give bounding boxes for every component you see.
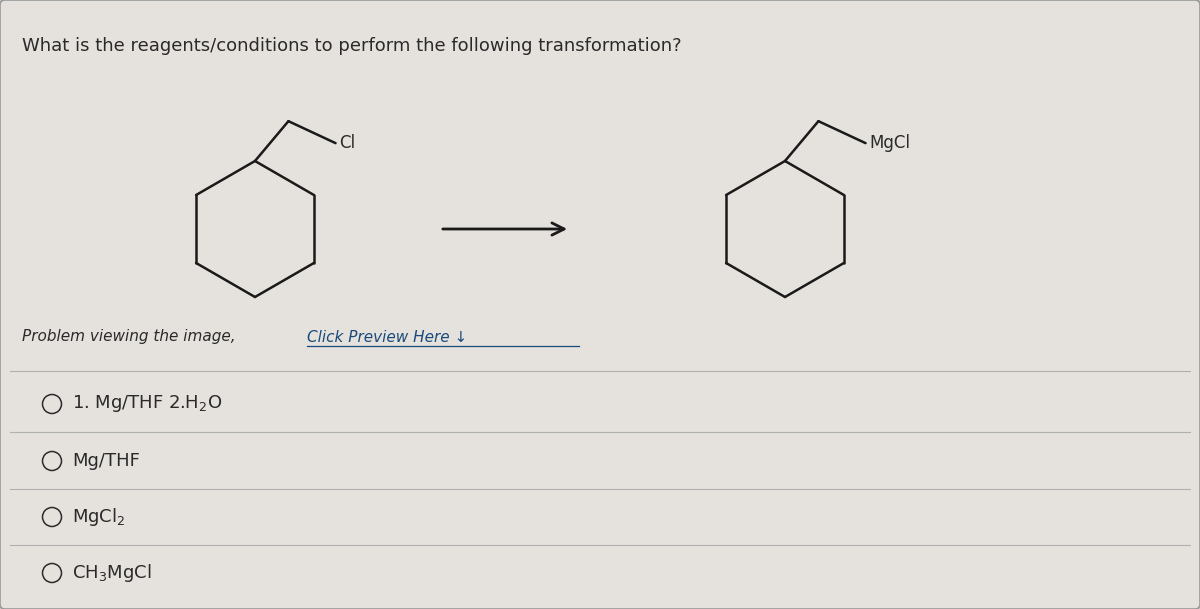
Text: Mg/THF: Mg/THF xyxy=(72,452,140,470)
Text: MgCl: MgCl xyxy=(870,134,911,152)
Text: Cl: Cl xyxy=(340,134,355,152)
Text: Click Preview Here ↓: Click Preview Here ↓ xyxy=(307,329,467,345)
Text: CH$_3$MgCl: CH$_3$MgCl xyxy=(72,562,151,584)
Text: 1. Mg/THF 2.H$_2$O: 1. Mg/THF 2.H$_2$O xyxy=(72,393,222,415)
Text: Problem viewing the image,: Problem viewing the image, xyxy=(22,329,240,345)
Text: What is the reagents/conditions to perform the following transformation?: What is the reagents/conditions to perfo… xyxy=(22,37,682,55)
Text: MgCl$_2$: MgCl$_2$ xyxy=(72,506,126,528)
